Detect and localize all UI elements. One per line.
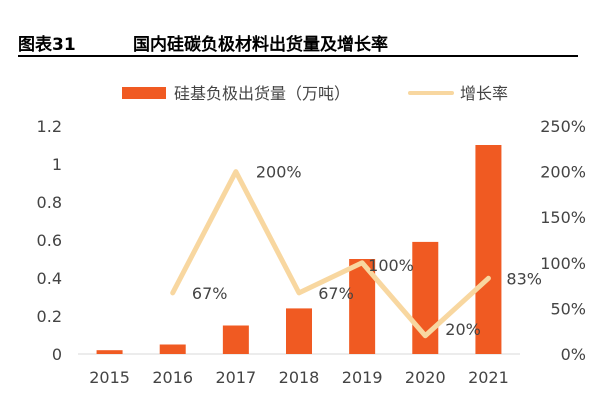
bar [286, 308, 312, 354]
bar [96, 350, 123, 354]
x-tick-label: 2019 [342, 368, 383, 387]
bar [475, 145, 502, 354]
x-tick-label: 2017 [215, 368, 256, 387]
right-tick-label: 50% [550, 299, 586, 318]
growth-line [170, 169, 491, 339]
left-tick-label: 1 [52, 155, 62, 174]
header-rule [18, 55, 578, 57]
left-tick-label: 0.4 [37, 269, 62, 288]
figure-title: 国内硅碳负极材料出货量及增长率 [133, 35, 388, 55]
x-tick-label: 2021 [468, 368, 509, 387]
x-tick-label: 2016 [152, 368, 193, 387]
legend-bar-label: 硅基负极出货量（万吨） [174, 84, 350, 103]
legend-line-label: 增长率 [460, 84, 508, 103]
growth-label: 100% [368, 256, 414, 275]
x-tick-label: 2020 [405, 368, 446, 387]
left-tick-label: 0.8 [37, 193, 62, 212]
bar [222, 325, 249, 354]
growth-label: 67% [192, 284, 228, 303]
bars [96, 145, 502, 354]
x-tick-label: 2018 [279, 368, 320, 387]
right-tick-label: 200% [540, 163, 586, 182]
x-axis-labels: 2015 2016 2017 2018 2019 2020 2021 [89, 368, 509, 387]
right-axis-ticks: 0% 50% 100% 150% 200% 250% [540, 117, 586, 364]
growth-label: 20% [445, 320, 481, 339]
x-tick-label: 2015 [89, 368, 130, 387]
bar [159, 344, 186, 354]
growth-label: 83% [506, 269, 542, 288]
figure-header: 图表31 国内硅碳负极材料出货量及增长率 [18, 30, 578, 57]
left-tick-label: 0.2 [37, 307, 62, 326]
right-tick-label: 0% [561, 345, 586, 364]
right-tick-label: 150% [540, 208, 586, 227]
figure-number: 图表31 [18, 35, 76, 55]
left-tick-label: 0 [52, 345, 62, 364]
legend: 硅基负极出货量（万吨） 增长率 [122, 84, 508, 103]
growth-labels: 67% 200% 67% 100% 20% 83% [192, 163, 542, 339]
right-tick-label: 250% [540, 117, 586, 136]
growth-label: 67% [318, 284, 354, 303]
right-tick-label: 100% [540, 254, 586, 273]
left-tick-label: 0.6 [37, 231, 62, 250]
left-tick-label: 1.2 [37, 117, 62, 136]
legend-bar-swatch [122, 87, 166, 99]
growth-label: 200% [256, 163, 302, 182]
left-axis-ticks: 0 0.2 0.4 0.6 0.8 1 1.2 [37, 117, 62, 364]
